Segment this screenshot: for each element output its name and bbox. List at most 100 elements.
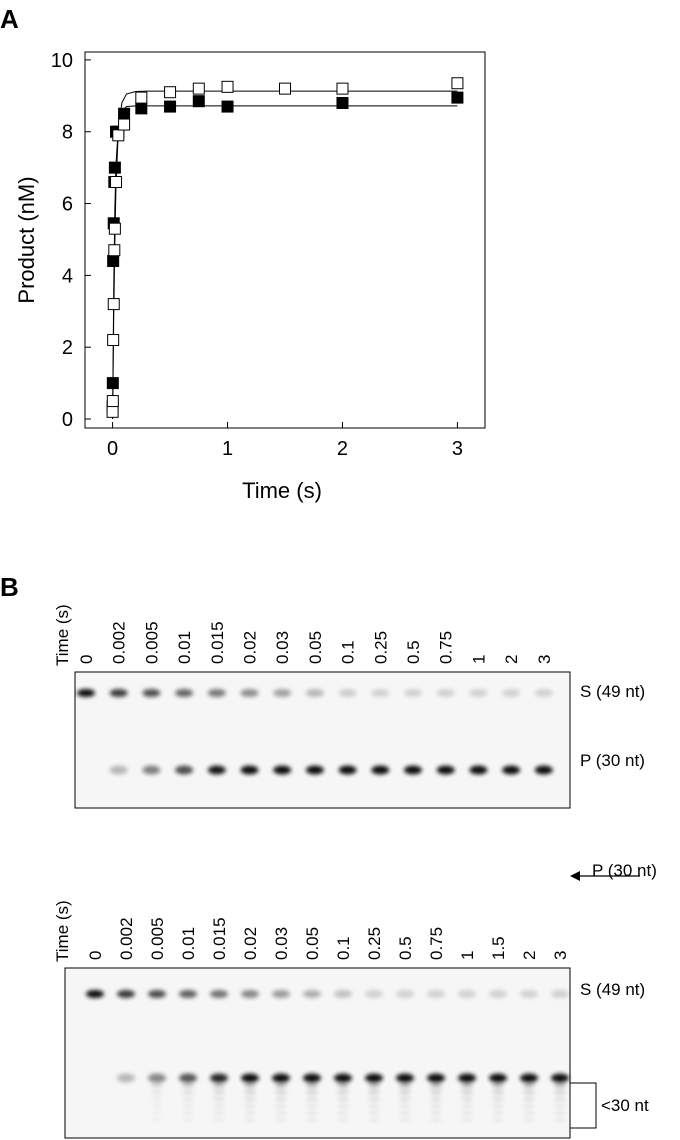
band [551, 990, 569, 998]
band [492, 1118, 504, 1122]
band [368, 1083, 380, 1087]
band [458, 990, 476, 998]
band [213, 1111, 225, 1115]
data-point [112, 129, 125, 142]
band [371, 765, 390, 775]
lane-label: 0.5 [396, 936, 415, 960]
band [273, 765, 292, 775]
band [461, 1118, 473, 1122]
band [182, 1118, 194, 1122]
lane-label: 0.005 [142, 621, 161, 664]
band [430, 1097, 442, 1101]
panel-label: A [0, 4, 19, 34]
band [306, 1111, 318, 1115]
band [109, 765, 128, 775]
band [396, 1073, 414, 1083]
band [492, 1097, 504, 1101]
band [492, 1104, 504, 1108]
band [175, 689, 194, 697]
lane-label: 0.05 [306, 631, 325, 664]
band [275, 1104, 287, 1108]
band [461, 1090, 473, 1094]
band [554, 1083, 566, 1087]
band [399, 1097, 411, 1101]
band [337, 1111, 349, 1115]
band [399, 1090, 411, 1094]
data-point [106, 405, 119, 418]
data-point [108, 161, 121, 174]
x-tick-label: 0 [107, 438, 118, 460]
band [523, 1111, 535, 1115]
time-label: Time (s) [53, 604, 72, 666]
lane-label: 0.015 [210, 917, 229, 960]
band [306, 1090, 318, 1094]
data-point [107, 255, 120, 268]
y-tick-label: 2 [62, 337, 73, 359]
data-point [279, 82, 291, 95]
band [365, 1073, 383, 1083]
band [399, 1111, 411, 1115]
band [365, 990, 383, 998]
band [240, 765, 259, 775]
lane-label: 0.01 [179, 927, 198, 960]
band [151, 1097, 163, 1101]
band [303, 990, 321, 998]
y-tick-label: 0 [62, 409, 73, 431]
band [489, 1073, 507, 1083]
lane-label: 1.5 [489, 936, 508, 960]
band [305, 689, 324, 697]
band [213, 1090, 225, 1094]
band [427, 990, 445, 998]
band [241, 1073, 259, 1083]
lane-label: 0.01 [175, 631, 194, 664]
data-point [135, 91, 148, 104]
band [430, 1083, 442, 1087]
band [436, 765, 455, 775]
band [142, 689, 161, 697]
data-point [107, 298, 120, 311]
band [117, 1073, 135, 1083]
lane-label: 0.02 [241, 927, 260, 960]
lane-label: 0.05 [303, 927, 322, 960]
band [151, 1104, 163, 1108]
band [244, 1097, 256, 1101]
band [272, 990, 290, 998]
band [213, 1097, 225, 1101]
band [210, 990, 228, 998]
band [554, 1104, 566, 1108]
y-axis-label: Product (nM) [14, 176, 39, 303]
band-label: <30 nt [601, 1096, 649, 1115]
band [338, 689, 357, 697]
lane-label: 0.03 [272, 927, 291, 960]
band [554, 1097, 566, 1101]
data-point [118, 118, 131, 131]
band [241, 990, 259, 998]
band [368, 1118, 380, 1122]
band [489, 990, 507, 998]
band [213, 1083, 225, 1087]
band [244, 1083, 256, 1087]
band [117, 990, 135, 998]
band [109, 689, 128, 697]
lane-label: 1 [469, 655, 488, 664]
lane-label: 3 [551, 951, 570, 960]
x-tick-label: 2 [337, 438, 348, 460]
lane-label: 0.015 [208, 621, 227, 664]
band [461, 1111, 473, 1115]
band [148, 990, 166, 998]
lane-label: 0.5 [404, 640, 423, 664]
fit-line [112, 90, 458, 420]
band [244, 1111, 256, 1115]
lane-label: 0.1 [339, 640, 358, 664]
band [554, 1111, 566, 1115]
band [502, 689, 521, 697]
band [182, 1111, 194, 1115]
data-point [110, 176, 123, 189]
lane-label: 0.02 [241, 631, 260, 664]
band [179, 990, 197, 998]
data-point [106, 377, 119, 390]
lane-label: 0 [86, 951, 105, 960]
data-point [336, 96, 349, 109]
lane-label: 1 [458, 951, 477, 960]
band [520, 990, 538, 998]
